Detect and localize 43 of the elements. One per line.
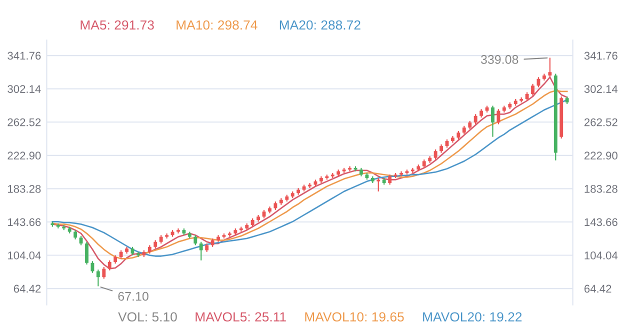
text: MA10: 298.74	[176, 20, 258, 30]
candlestick	[228, 231, 232, 238]
candlestick	[376, 177, 380, 192]
text: MAVOL5: 25.11	[196, 312, 286, 322]
text: MA5: 291.73	[80, 20, 154, 30]
y2-tick-label: 222.90	[584, 152, 618, 160]
y2-tick-label: 262.52	[584, 118, 618, 126]
y-tick-label: 302.14	[8, 85, 41, 93]
y2-tick-label: 302.14	[584, 85, 618, 93]
candlestick	[199, 241, 203, 261]
candlestick	[388, 174, 392, 186]
text: MA20: 288.72	[280, 20, 360, 30]
candlestick	[74, 230, 78, 240]
candlestick	[96, 269, 100, 287]
candlestick	[474, 114, 478, 125]
annotation: 339.08	[480, 55, 518, 64]
candlestick	[531, 83, 534, 96]
candlestick	[102, 266, 106, 280]
candlestick	[108, 260, 112, 271]
candlestick	[194, 234, 198, 246]
y-tick-label: 222.90	[8, 152, 41, 160]
candlestick	[348, 166, 352, 172]
y-tick-label: 104.04	[8, 252, 41, 260]
text: MAVOL20: 19.22	[423, 312, 522, 322]
text: MAVOL10: 19.65	[305, 312, 404, 322]
y-tick-label: 262.52	[8, 118, 41, 126]
candlestick	[85, 241, 88, 266]
y-tick-label: 64.42	[14, 284, 41, 293]
candlestick	[400, 170, 403, 177]
y2-tick-label: 104.04	[584, 252, 618, 260]
y2-tick-label: 64.42	[584, 284, 612, 293]
y-tick-label: 341.76	[8, 52, 41, 60]
y2-tick-label: 183.28	[584, 184, 618, 193]
candlestick	[491, 105, 494, 138]
candlestick	[434, 148, 438, 160]
annotation: 67.10	[118, 292, 148, 301]
candlestick	[548, 57, 552, 78]
y-tick-label: 183.28	[8, 184, 41, 193]
y-tick-label: 143.66	[8, 218, 41, 226]
y2-tick-label: 341.76	[584, 52, 618, 60]
text: VOL: 5.10	[118, 312, 177, 322]
candlestick	[496, 108, 500, 125]
y2-tick-label: 143.66	[584, 218, 618, 226]
